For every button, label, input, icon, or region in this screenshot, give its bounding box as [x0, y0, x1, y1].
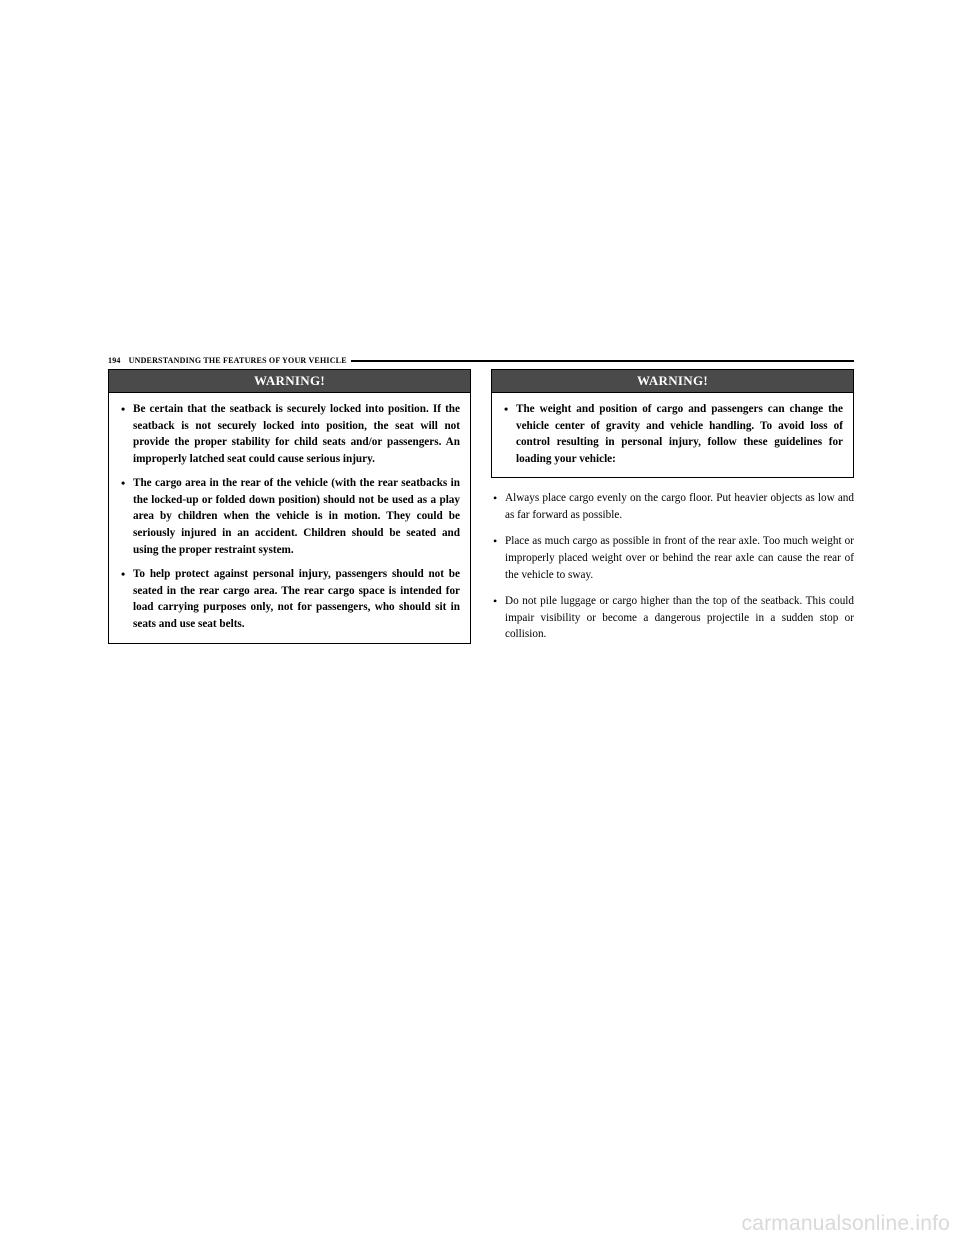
- section-title: UNDERSTANDING THE FEATURES OF YOUR VEHIC…: [129, 356, 347, 365]
- warning-item: The weight and position of cargo and pas…: [502, 401, 843, 467]
- warning-item: To help protect against personal injury,…: [119, 566, 460, 632]
- warning-title-right: WARNING!: [492, 370, 853, 393]
- guideline-item: Do not pile luggage or cargo higher than…: [491, 593, 854, 643]
- warning-list-right: The weight and position of cargo and pas…: [502, 401, 843, 467]
- warning-body-right: The weight and position of cargo and pas…: [492, 393, 853, 477]
- guideline-item: Always place cargo evenly on the cargo f…: [491, 490, 854, 523]
- guideline-item: Place as much cargo as possible in front…: [491, 533, 854, 583]
- warning-list-left: Be certain that the seatback is securely…: [119, 401, 460, 633]
- warning-box-right: WARNING! The weight and position of carg…: [491, 369, 854, 478]
- watermark-text: carmanualsonline.info: [742, 1212, 951, 1236]
- two-column-layout: WARNING! Be certain that the seatback is…: [108, 369, 854, 653]
- warning-item: The cargo area in the rear of the vehicl…: [119, 475, 460, 558]
- right-column: WARNING! The weight and position of carg…: [491, 369, 854, 653]
- manual-page: 194 UNDERSTANDING THE FEATURES OF YOUR V…: [108, 356, 854, 886]
- page-number: 194: [108, 356, 121, 365]
- warning-body-left: Be certain that the seatback is securely…: [109, 393, 470, 643]
- left-column: WARNING! Be certain that the seatback is…: [108, 369, 471, 653]
- warning-box-left: WARNING! Be certain that the seatback is…: [108, 369, 471, 644]
- page-header: 194 UNDERSTANDING THE FEATURES OF YOUR V…: [108, 356, 854, 365]
- warning-item: Be certain that the seatback is securely…: [119, 401, 460, 467]
- warning-title-left: WARNING!: [109, 370, 470, 393]
- header-rule: [351, 360, 854, 362]
- guideline-list: Always place cargo evenly on the cargo f…: [491, 490, 854, 643]
